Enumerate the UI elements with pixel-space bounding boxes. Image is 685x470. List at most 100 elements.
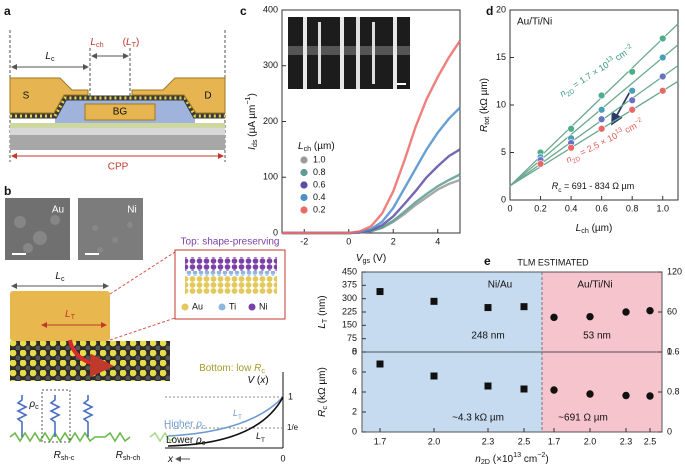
text-part: L <box>256 431 261 441</box>
text-part: c <box>202 422 206 431</box>
x-tick-label: 0.2 <box>534 203 547 213</box>
text-part: L <box>126 37 132 48</box>
text-part: Lower <box>166 435 196 446</box>
fit-line <box>509 44 679 187</box>
text-part: = 1.7 × 10 <box>569 60 611 92</box>
text-part: c <box>202 438 206 447</box>
data-point <box>646 392 654 400</box>
lt-label: LT <box>65 309 76 321</box>
data-point <box>567 125 575 133</box>
data-point <box>597 106 606 114</box>
current-arrow <box>68 339 114 378</box>
text-part: Higher <box>164 419 196 430</box>
x-axis-label: Vgs (V) <box>356 253 386 265</box>
data-point <box>430 297 438 305</box>
text-part: c <box>261 366 265 375</box>
y-axis-label: Rc (kΩ µm) <box>317 367 329 417</box>
rshch-label: Rsh-ch <box>116 450 141 462</box>
text-part: Bottom: low <box>199 363 254 374</box>
text-part: R <box>552 181 559 191</box>
x-tick-label: 2.0 <box>584 436 597 446</box>
lt-label: (LT) <box>123 37 140 49</box>
x-axis-label: n2D (×1013 cm−2) <box>475 450 549 466</box>
data-point <box>659 87 667 95</box>
data-point <box>597 125 606 133</box>
higher-label: Higher ρc <box>164 419 206 431</box>
x-tick-label: 2.0 <box>428 436 441 446</box>
x-tick-label: -2 <box>300 236 308 246</box>
text-part: ρ <box>195 435 202 446</box>
text-part: R <box>254 363 261 374</box>
annotation: ~4.3 kΩ µm <box>452 413 504 424</box>
data-point <box>659 34 667 43</box>
panel-label: e <box>484 254 491 268</box>
source <box>9 77 89 114</box>
text-part: (nm) <box>317 295 328 318</box>
x-label: x <box>167 454 174 465</box>
text-part: R <box>317 410 328 417</box>
x-tick-label: 2.5 <box>644 436 657 446</box>
sem-ni <box>78 198 143 260</box>
legend-swatch <box>248 303 256 311</box>
x-tick-label: 2 <box>391 236 396 246</box>
vx-label: V (x) <box>247 375 268 386</box>
source-label: S <box>23 91 30 102</box>
data-point <box>628 87 636 95</box>
legend-swatch <box>300 206 308 214</box>
text-part: T <box>238 414 242 421</box>
y2-tick-label: 60 <box>667 306 677 316</box>
text-part: ) <box>136 37 139 48</box>
text-part: c <box>61 274 65 283</box>
legend-label: 0.4 <box>313 192 326 202</box>
data-point <box>628 96 636 104</box>
y-tick-label: 20 <box>496 4 506 14</box>
inv-e-label: 1/e <box>287 423 299 432</box>
panel-label: b <box>4 184 11 198</box>
y2-tick-label: 1.6 <box>667 346 680 356</box>
region-name: Ni/Au <box>488 280 512 291</box>
data-point <box>628 68 636 76</box>
zoom-line <box>109 317 176 341</box>
x-tick-label: 1.0 <box>656 203 669 213</box>
x-tick-label: 4 <box>435 236 440 246</box>
zero-label: 0 <box>280 453 285 463</box>
text-part: 2D <box>571 155 582 165</box>
region-background <box>542 272 662 352</box>
y-tick-label: 400 <box>263 4 278 14</box>
text-part: ) <box>545 454 548 465</box>
y-tick-label: 375 <box>342 280 357 290</box>
legend-swatch <box>181 303 189 311</box>
y-tick-label: 5 <box>501 147 506 157</box>
y-tick-label: 75 <box>347 333 357 343</box>
drain-label: D <box>204 91 211 102</box>
legend-swatch <box>300 168 308 177</box>
x-axis-label: Lch (µm) <box>576 223 613 235</box>
y-tick-label: 0 <box>501 194 506 204</box>
data-point <box>484 304 492 312</box>
text-part: n <box>558 88 568 99</box>
data-point <box>597 91 606 100</box>
text-part: ( <box>123 37 127 48</box>
y-tick-label: 150 <box>342 320 357 330</box>
lower-label: Lower ρc <box>166 435 206 447</box>
x-tick-label: 1.7 <box>374 436 387 446</box>
data-point <box>659 72 667 81</box>
text-part: ch <box>304 144 312 153</box>
unit-cell-box <box>41 389 71 443</box>
data-point <box>550 386 558 394</box>
text-part: n <box>564 154 573 165</box>
y-tick-label: 450 <box>342 266 357 276</box>
legend-swatch <box>300 156 308 164</box>
annotation: n2D = 2.5 × 1013 cm−2 <box>564 116 647 167</box>
legend-swatch <box>300 181 308 189</box>
text-part: c <box>51 54 55 63</box>
data-point <box>520 385 528 393</box>
text-part: c <box>35 402 39 411</box>
legend-label: Au <box>192 301 203 311</box>
text-part: L <box>90 37 96 48</box>
data-point <box>520 303 528 311</box>
y-tick-label: 0 <box>352 346 357 356</box>
data-point <box>430 372 438 380</box>
text-part: cm <box>521 454 537 465</box>
one-label: 1 <box>288 391 293 401</box>
